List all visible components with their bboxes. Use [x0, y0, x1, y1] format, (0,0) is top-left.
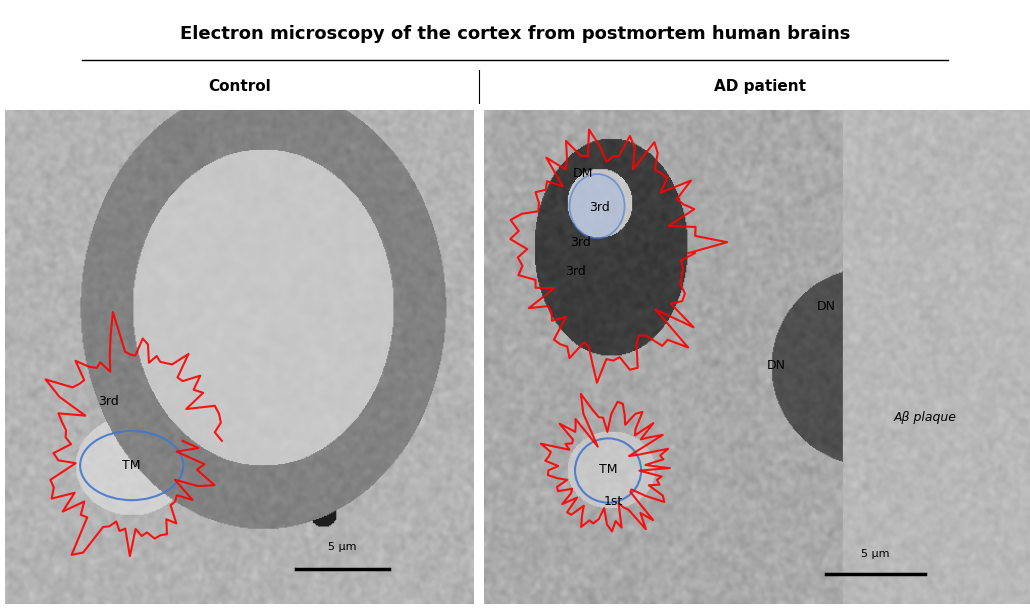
Text: AD patient: AD patient	[714, 79, 805, 95]
Text: 5 μm: 5 μm	[329, 542, 356, 552]
Text: Electron microscopy of the cortex from postmortem human brains: Electron microscopy of the cortex from p…	[180, 24, 850, 43]
Text: TM: TM	[598, 463, 617, 476]
Text: DN: DN	[816, 300, 835, 313]
Text: DN: DN	[766, 359, 786, 372]
Text: 1st: 1st	[604, 495, 623, 508]
Text: Control: Control	[208, 79, 271, 95]
Text: 3rd: 3rd	[564, 265, 585, 278]
Text: DM: DM	[573, 167, 593, 179]
Text: 3rd: 3rd	[589, 201, 610, 214]
Text: 3rd: 3rd	[98, 395, 118, 408]
Text: 5 μm: 5 μm	[861, 550, 890, 559]
Text: Aβ plaque: Aβ plaque	[893, 411, 957, 424]
Text: 3rd: 3rd	[571, 235, 591, 249]
Ellipse shape	[570, 174, 624, 239]
Text: TM: TM	[123, 459, 141, 472]
